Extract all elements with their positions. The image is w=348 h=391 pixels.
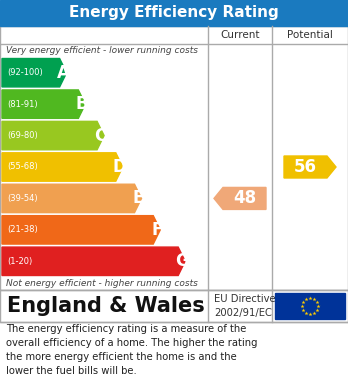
Bar — [0, 290, 348, 322]
Text: E: E — [132, 189, 144, 208]
Polygon shape — [284, 156, 336, 178]
Text: G: G — [175, 252, 189, 270]
Text: (92-100): (92-100) — [7, 68, 43, 77]
Text: England & Wales: England & Wales — [7, 296, 205, 316]
Text: Not energy efficient - higher running costs: Not energy efficient - higher running co… — [6, 279, 198, 288]
Text: The energy efficiency rating is a measure of the
overall efficiency of a home. T: The energy efficiency rating is a measur… — [6, 324, 258, 376]
Text: (39-54): (39-54) — [7, 194, 38, 203]
Polygon shape — [2, 59, 66, 87]
Text: (55-68): (55-68) — [7, 163, 38, 172]
Text: (1-20): (1-20) — [7, 257, 32, 266]
Text: (69-80): (69-80) — [7, 131, 38, 140]
Text: Potential: Potential — [287, 30, 333, 40]
Text: (21-38): (21-38) — [7, 225, 38, 234]
Text: C: C — [94, 127, 107, 145]
Text: EU Directive
2002/91/EC: EU Directive 2002/91/EC — [214, 294, 276, 318]
Polygon shape — [2, 247, 185, 276]
Text: (81-91): (81-91) — [7, 100, 38, 109]
Polygon shape — [2, 216, 160, 244]
Text: Current: Current — [220, 30, 260, 40]
Bar — [275, 293, 345, 319]
Text: Energy Efficiency Rating: Energy Efficiency Rating — [69, 5, 279, 20]
Text: B: B — [76, 95, 88, 113]
Text: 56: 56 — [294, 158, 317, 176]
Text: Very energy efficient - lower running costs: Very energy efficient - lower running co… — [6, 46, 198, 55]
Bar — [0, 0, 348, 26]
Bar — [0, 26, 348, 290]
Polygon shape — [2, 121, 104, 150]
Polygon shape — [214, 187, 266, 210]
Text: F: F — [151, 221, 163, 239]
Polygon shape — [2, 184, 142, 213]
Text: A: A — [57, 64, 70, 82]
Text: D: D — [112, 158, 126, 176]
Text: 48: 48 — [233, 189, 256, 208]
Polygon shape — [2, 153, 123, 181]
Polygon shape — [2, 90, 85, 118]
